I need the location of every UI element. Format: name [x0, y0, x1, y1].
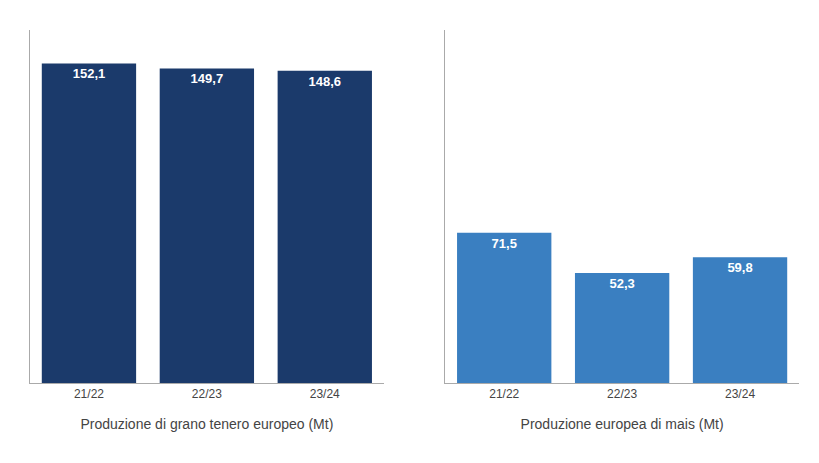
svg-text:22/23: 22/23 [607, 387, 637, 401]
svg-text:22/23: 22/23 [192, 387, 222, 401]
svg-text:Produzione europea di mais (Mt: Produzione europea di mais (Mt) [521, 416, 724, 432]
svg-text:23/24: 23/24 [725, 387, 755, 401]
svg-text:21/22: 21/22 [74, 387, 104, 401]
svg-text:Produzione di grano tenero eur: Produzione di grano tenero europeo (Mt) [80, 416, 333, 432]
svg-text:148,6: 148,6 [309, 74, 342, 89]
svg-text:59,8: 59,8 [727, 260, 752, 275]
svg-text:21/22: 21/22 [489, 387, 519, 401]
svg-text:149,7: 149,7 [191, 71, 224, 86]
svg-text:23/24: 23/24 [310, 387, 340, 401]
svg-text:52,3: 52,3 [609, 276, 634, 291]
svg-text:71,5: 71,5 [492, 236, 517, 251]
svg-text:152,1: 152,1 [73, 66, 106, 81]
